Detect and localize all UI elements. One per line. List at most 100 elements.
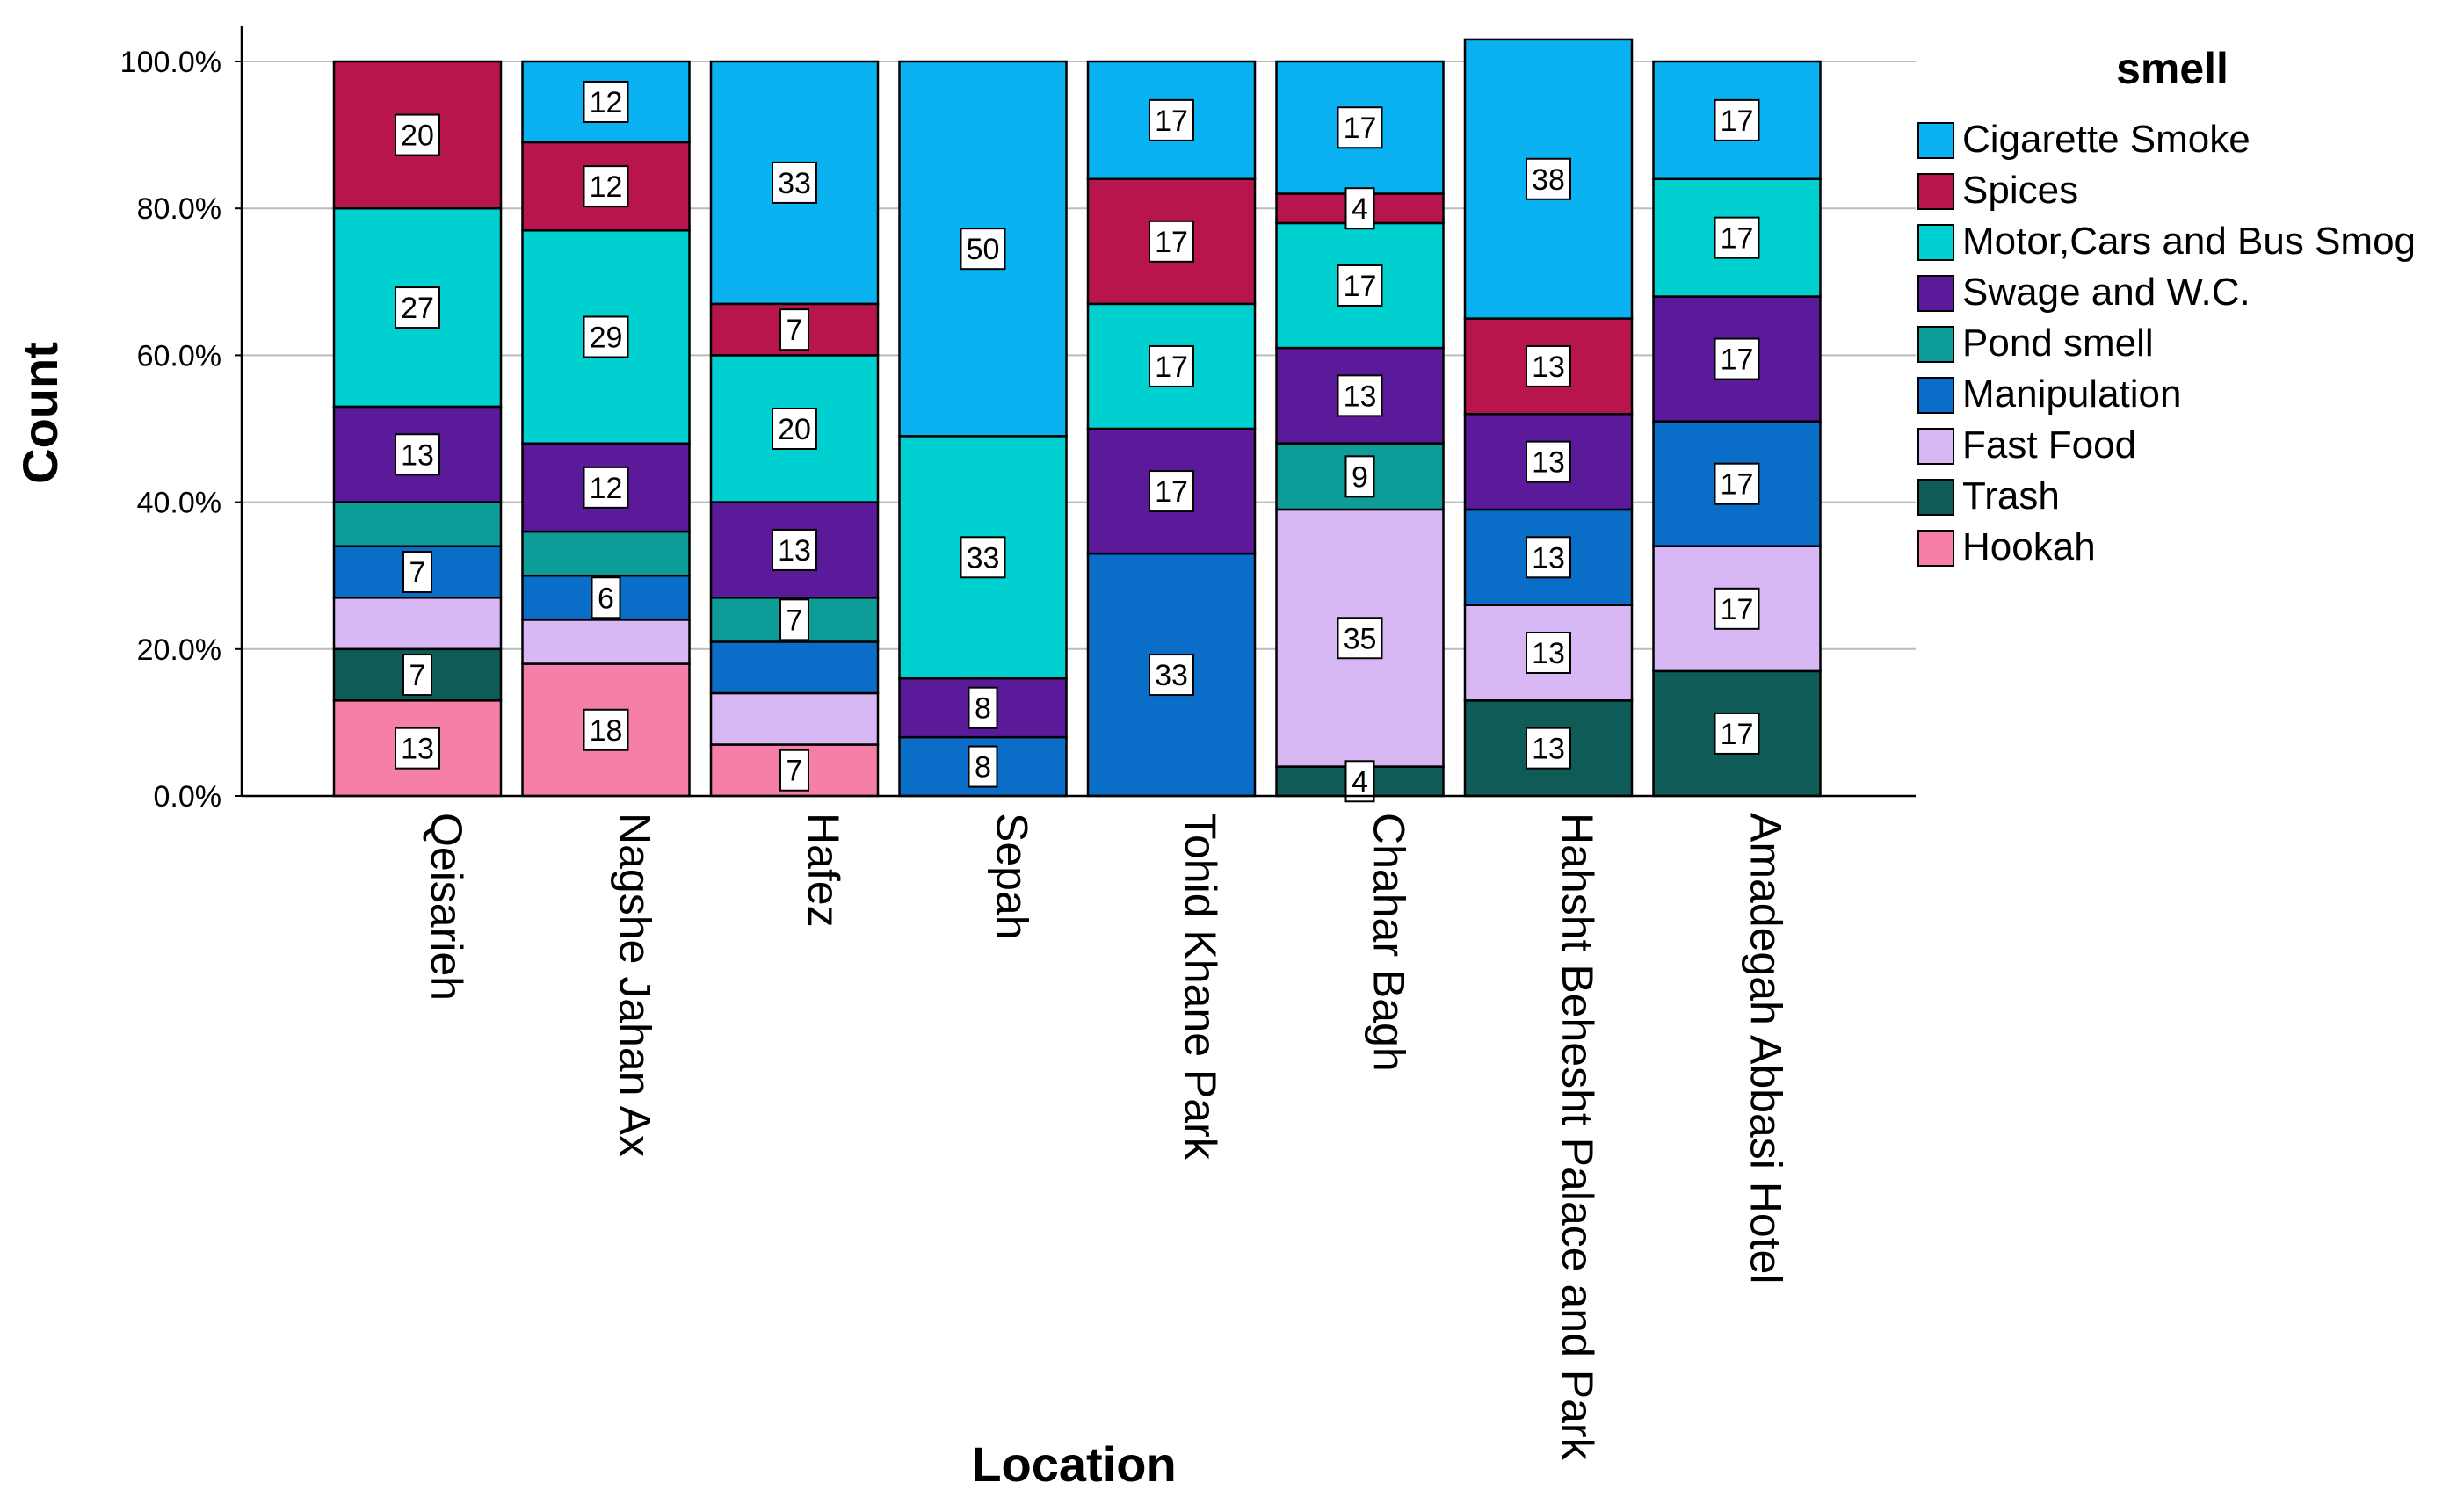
data-label: 12 [590,472,623,505]
axes-group [240,26,1916,798]
data-label-box [1714,216,1760,259]
data-label-box [1344,760,1375,803]
data-label-box [1714,587,1760,630]
legend-label: Cigarette Smoke [1962,118,2250,161]
legend-swatch-pond-smell [1917,326,1954,363]
data-label: 9 [1352,460,1368,494]
legend-title: smell [2116,44,2229,93]
data-label: 18 [590,714,623,748]
bar-segment-pond-smell [332,501,503,548]
data-label-box [968,745,998,788]
data-label-box [1337,617,1383,660]
bar-segment-pond-smell [1275,442,1445,511]
data-label-box [1714,337,1760,380]
bars-group: 13 7 7 13 27 20 18 6 12 29 12 12 7 7 13 20 7 33 8 8 33 50 33 17… [332,38,1822,803]
bar-segment-swage-and-w-c [1086,427,1257,555]
data-label: 6 [598,582,614,615]
data-label: 13 [1532,733,1565,766]
data-label: 13 [1532,446,1565,480]
data-label: 13 [401,438,434,472]
data-label-box [779,308,809,351]
bar-segment-fast-food [332,597,503,651]
data-label: 7 [410,659,426,692]
x-category-label: Sepah [988,813,1037,940]
data-label: 7 [786,604,803,637]
data-label-box [772,161,817,204]
legend-label: Swage and W.C. [1962,271,2250,314]
bar-segment-fast-food [1463,604,1634,702]
data-label-box [1149,654,1194,697]
data-label-box [402,654,432,697]
y-tick-label: 80.0% [137,192,221,226]
x-axis-title: Location [971,1436,1176,1492]
data-label: 17 [1344,112,1377,145]
data-label-box [1149,220,1194,263]
data-label: 33 [967,541,1000,575]
y-tick-label: 40.0% [137,487,221,520]
data-label: 13 [1532,637,1565,670]
data-label: 27 [401,292,434,325]
data-label: 17 [1721,718,1754,751]
data-label: 17 [1721,593,1754,626]
bar-segment-pond-smell [521,530,691,577]
y-axis-title: Count [12,342,68,484]
y-tick-labels: 0.0% 20.0% 40.0% 60.0% 80.0% 100.0% [120,46,242,814]
data-label-box [779,749,809,792]
x-category-labels: Qeisarieh Nagshe Jahan Ax Hafez Sepah Tohid … [422,813,1791,1461]
data-label: 13 [1532,351,1565,384]
data-label-box [1337,374,1383,417]
data-label-box [395,433,440,476]
y-tick-label: 0.0% [154,780,222,814]
legend-label: Pond smell [1962,322,2154,365]
data-label-box [1714,712,1760,755]
data-label-box [583,466,629,509]
legend-swatch-fast-food [1917,428,1954,465]
data-label-box [1337,106,1383,149]
x-category-label: Hahsht Behesht Palace and Park [1553,813,1602,1461]
data-label-box [1714,98,1760,141]
data-label: 17 [1721,344,1754,377]
data-label: 7 [786,755,803,788]
legend-label: Motor,Cars and Bus Smog [1962,220,2416,263]
y-tick-label: 60.0% [137,339,221,373]
data-label: 20 [401,119,434,153]
data-label-box [1526,727,1571,770]
legend-swatch-trash [1917,479,1954,516]
data-label: 4 [1352,765,1368,799]
bar-segment-fast-food [521,619,691,665]
data-label: 17 [1721,105,1754,138]
x-category-label: Tohid Khane Park [1176,813,1225,1161]
data-label: 4 [1352,192,1368,226]
data-label: 50 [967,233,1000,266]
data-label: 17 [1155,475,1188,509]
data-label: 13 [778,534,811,568]
data-label-box [583,80,629,123]
legend-label: Hookah [1962,525,2096,568]
data-label: 17 [1344,270,1377,303]
data-label-box [1526,631,1571,674]
data-label-box [1344,187,1375,230]
x-category-label: Hafez [799,813,848,928]
data-label-box [1526,440,1571,483]
data-label: 35 [1344,622,1377,655]
legend-swatch-spices [1917,173,1954,210]
data-label-box [395,113,440,156]
y-tick-label: 100.0% [120,46,221,79]
x-category-label: Qeisarieh [422,813,471,1001]
data-label-box [1526,157,1571,200]
data-label-box [591,576,621,619]
data-label-box [583,165,629,208]
data-label: 38 [1532,163,1565,197]
data-label-box [395,286,440,329]
data-label: 12 [590,86,623,119]
data-label-box [402,551,432,594]
data-label: 17 [1721,222,1754,256]
legend-label: Trash [1962,474,2060,517]
data-label: 17 [1155,226,1188,259]
data-label-box [1149,470,1194,513]
data-label: 33 [1155,659,1188,692]
data-label: 33 [778,167,811,200]
x-category-label: Nagshe Jahan Ax [611,813,660,1157]
gridlines [242,61,1916,650]
